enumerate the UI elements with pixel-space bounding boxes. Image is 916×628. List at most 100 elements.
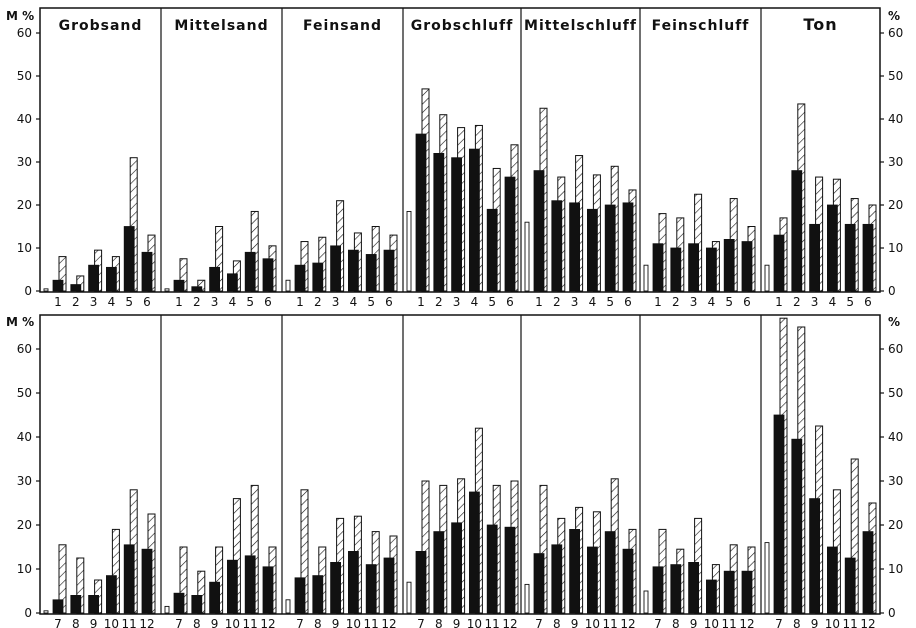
x-tick-label: 8: [72, 617, 80, 628]
x-tick-label: 12: [139, 617, 154, 628]
bar-outline-feinsand: [285, 599, 291, 614]
x-tick-label: 3: [811, 295, 819, 309]
x-tick-label: 7: [775, 617, 783, 628]
bar-solid: [191, 286, 203, 292]
group-title-mittelschluff: Mittelschluff: [524, 18, 637, 34]
y-tick-label-right: 60: [888, 26, 903, 40]
bar-solid: [652, 566, 664, 614]
bar-solid: [226, 273, 238, 292]
bar-solid: [70, 595, 82, 614]
x-tick-label: 2: [553, 295, 561, 309]
bar-solid: [604, 531, 616, 614]
bar-solid: [312, 575, 324, 614]
panel-frames: [39, 7, 881, 615]
x-tick-label: 6: [624, 295, 632, 309]
x-tick-label: 6: [864, 295, 872, 309]
y-tick-label-right: 40: [888, 112, 903, 126]
y-tick-label-right: 30: [888, 474, 903, 488]
bar-solid: [827, 546, 838, 614]
bar-solid: [106, 266, 117, 292]
bar-outline-grobsand: [43, 610, 49, 614]
y-tick-label-left: 10: [17, 562, 32, 576]
bar-outline-mittelschluff: [524, 583, 530, 614]
group-title-feinsand: Feinsand: [303, 18, 382, 34]
y-tick-label-left: 40: [17, 112, 32, 126]
bar-solid: [622, 202, 634, 292]
bar-solid: [347, 551, 359, 614]
x-tick-label: 5: [606, 295, 614, 309]
y-tick-label-right: 60: [888, 342, 903, 356]
bar-solid: [587, 546, 598, 614]
x-tick-label: 11: [122, 617, 137, 628]
x-tick-label: 1: [775, 295, 783, 309]
y-tick-label-right: 50: [888, 69, 903, 83]
y-tick-label-left: 20: [17, 518, 32, 532]
panel-frame-top: [39, 7, 881, 293]
x-tick-label: 10: [825, 617, 840, 628]
bar-solid: [706, 579, 717, 614]
x-tick-label: 4: [471, 295, 479, 309]
y-tick-label-left: 30: [17, 155, 32, 169]
bar-solid: [141, 548, 153, 614]
bar-outline-ton: [764, 542, 770, 614]
x-tick-label: 8: [672, 617, 680, 628]
y-tick-label-left: 50: [17, 69, 32, 83]
y-unit-right: %: [888, 9, 900, 23]
x-tick-label: 4: [589, 295, 597, 309]
bar-solid: [486, 524, 498, 614]
x-tick-label: 11: [843, 617, 858, 628]
bar-solid: [383, 249, 395, 292]
x-tick-label: 5: [488, 295, 496, 309]
x-tick-label: 8: [435, 617, 443, 628]
bar-solid: [365, 564, 377, 614]
bar-solid: [88, 264, 99, 292]
y-tick-label-right: 50: [888, 386, 903, 400]
bar-solid: [244, 555, 256, 614]
x-tick-label: 7: [175, 617, 183, 628]
bar-solid: [688, 562, 699, 614]
x-tick-label: 12: [739, 617, 754, 628]
x-tick-label: 11: [485, 617, 500, 628]
bar-outline-grobschluff: [406, 581, 412, 614]
bar-solid: [809, 223, 820, 292]
bar-solid: [688, 243, 699, 292]
y-unit-left: M %: [6, 315, 34, 329]
bar-solid: [330, 245, 342, 292]
bar-solid: [433, 152, 445, 292]
x-tick-label: 3: [90, 295, 98, 309]
x-tick-label: 10: [104, 617, 119, 628]
bar-outline-grobschluff: [406, 210, 412, 292]
x-tick-label: 7: [296, 617, 304, 628]
bar-solid: [173, 592, 185, 614]
bar-solid: [862, 531, 874, 614]
bar-solid: [504, 176, 516, 292]
bar-outline-mittelschluff: [524, 221, 530, 292]
x-tick-label: 12: [502, 617, 517, 628]
group-title-ton: Ton: [803, 15, 837, 34]
x-tick-label: 4: [708, 295, 716, 309]
y-tick-label-left: 30: [17, 474, 32, 488]
y-tick-label-right: 0: [888, 284, 896, 298]
bar-outline-mittelsand: [164, 605, 170, 614]
x-tick-label: 6: [143, 295, 151, 309]
x-tick-label: 9: [690, 617, 698, 628]
bar-solid: [844, 223, 856, 292]
x-tick-label: 10: [585, 617, 600, 628]
x-tick-label: 6: [385, 295, 393, 309]
bar-solid: [106, 575, 117, 614]
bar-solid: [809, 498, 820, 614]
y-tick-label-left: 0: [24, 606, 32, 620]
y-tick-label-left: 10: [17, 241, 32, 255]
x-tick-label: 2: [672, 295, 680, 309]
bar-solid: [844, 557, 856, 614]
group-title-mittelsand: Mittelsand: [174, 18, 268, 34]
x-tick-label: 3: [332, 295, 340, 309]
y-tick-label-right: 0: [888, 606, 896, 620]
bar-solid: [244, 251, 256, 292]
axes: [36, 32, 884, 614]
x-tick-label: 3: [571, 295, 579, 309]
bar-solid: [468, 491, 480, 614]
bar-solid: [723, 570, 735, 614]
x-tick-label: 11: [603, 617, 618, 628]
bar-solid: [123, 544, 135, 614]
